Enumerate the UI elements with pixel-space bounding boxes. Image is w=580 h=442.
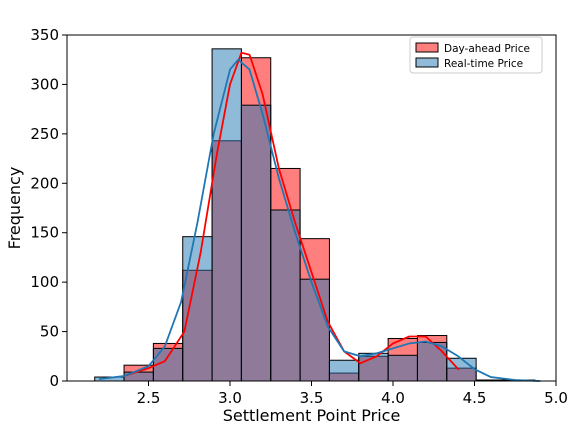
y-tick-label: 350: [30, 26, 59, 44]
legend-box: [409, 36, 543, 74]
real-time-legend-swatch: [415, 57, 439, 68]
y-tick-label: 250: [30, 125, 59, 143]
real-time-bar: [182, 236, 213, 382]
x-tick-label: 3.5: [300, 389, 324, 407]
bars-layer: [94, 48, 536, 382]
x-tick-label: 4.5: [463, 389, 487, 407]
y-tick-label: 150: [30, 224, 59, 242]
y-tick-label: 50: [40, 323, 59, 341]
real-time-legend-label: Real-time Price: [444, 58, 523, 70]
y-tick-label: 200: [30, 174, 59, 192]
y-axis-label: Frequency: [5, 167, 24, 250]
y-tick-label: 300: [30, 75, 59, 93]
real-time-bar: [387, 354, 418, 382]
legend: Day-ahead Price Real-time Price: [409, 36, 543, 74]
x-tick-label: 3.0: [218, 389, 242, 407]
day-ahead-kde-line: [123, 51, 460, 377]
axes-layer: 2.5 3.0 3.5 4.0 4.5 5.0 0 50 100 150 200 250 300 350 S…: [5, 26, 568, 425]
real-time-bar: [416, 341, 448, 382]
real-time-kde-line: [98, 58, 541, 382]
real-time-bar: [240, 104, 272, 382]
y-tick-label: 0: [49, 372, 59, 390]
x-tick-label: 2.5: [137, 389, 161, 407]
y-tick-label: 100: [30, 273, 59, 291]
real-time-bar: [270, 209, 301, 382]
kde-layer: [98, 51, 541, 382]
x-tick-label: 4.0: [381, 389, 405, 407]
x-tick-label: 5.0: [544, 389, 568, 407]
day-ahead-legend-label: Day-ahead Price: [444, 43, 530, 55]
real-time-bar: [328, 359, 360, 382]
day-ahead-legend-swatch: [415, 42, 439, 53]
real-time-bar: [299, 278, 330, 382]
x-axis-label: Settlement Point Price: [223, 406, 401, 425]
